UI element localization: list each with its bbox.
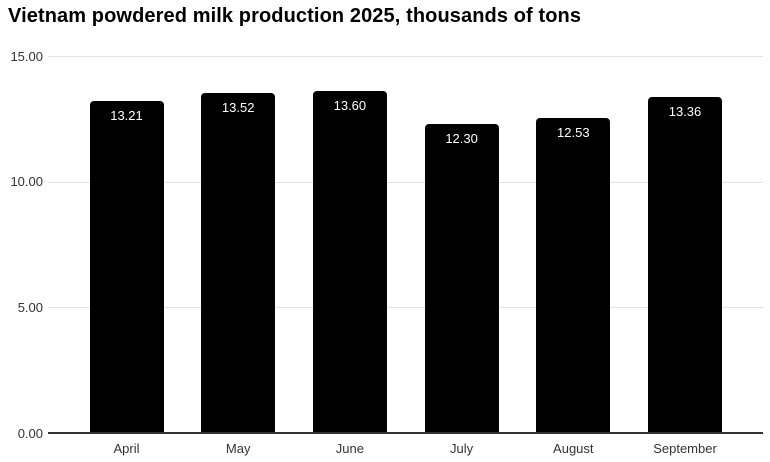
bar-value-label: 13.60: [333, 98, 367, 114]
x-tick-label-september: September: [653, 441, 717, 456]
bar-may: 13.52: [201, 93, 276, 433]
bar-july: 12.30: [424, 123, 499, 433]
bar-value-label: 13.52: [221, 100, 255, 116]
x-axis-baseline: [48, 432, 763, 434]
bar-august: 12.53: [536, 118, 611, 433]
gridline: [48, 56, 763, 57]
bar-value-label: 12.53: [557, 125, 590, 141]
y-tick-label: 15.00: [10, 48, 43, 64]
x-tick-label-may: May: [225, 441, 251, 456]
x-tick-label-july: July: [450, 441, 474, 456]
bar-june: 13.60: [312, 91, 387, 433]
x-tick-label-april: April: [113, 441, 140, 456]
bar-value-label: 13.36: [668, 104, 702, 120]
bar-value-label: 12.30: [445, 130, 478, 146]
chart-title: Vietnam powdered milk production 2025, t…: [8, 5, 582, 27]
y-tick-label: 5.00: [17, 299, 43, 315]
bar-value-label: 13.21: [110, 107, 143, 123]
x-tick-label-june: June: [335, 441, 364, 456]
x-tick-label-august: August: [553, 441, 594, 456]
bar-september: 13.36: [648, 97, 722, 433]
gridline: [48, 307, 763, 309]
bar-april: 13.21: [89, 100, 164, 433]
y-tick-label: 10.00: [10, 174, 43, 190]
y-tick-label: 0.00: [17, 425, 43, 441]
gridline: [48, 181, 763, 183]
